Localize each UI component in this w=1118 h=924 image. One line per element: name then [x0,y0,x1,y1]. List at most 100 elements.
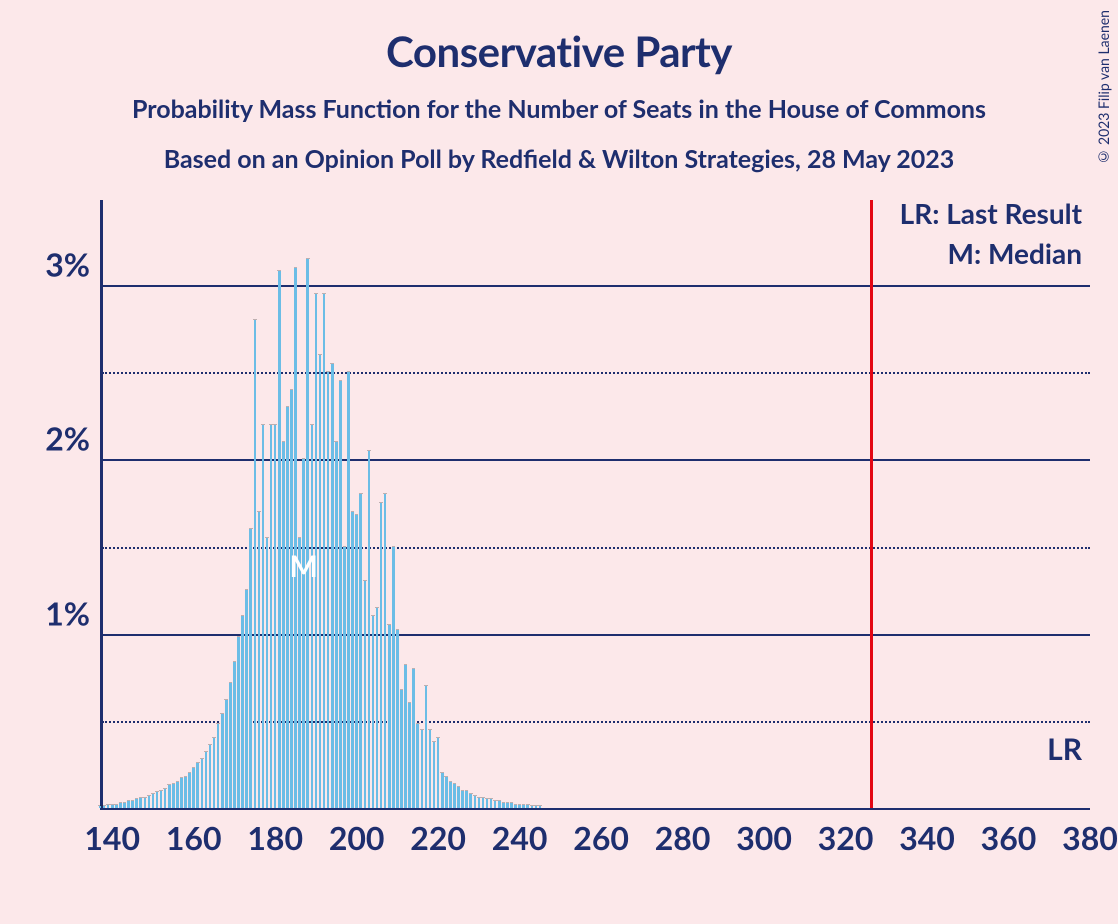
x-tick-label: 340 [899,818,955,857]
pmf-bar [384,494,387,808]
pmf-bar [535,806,538,808]
pmf-bar [306,259,309,808]
pmf-bar [510,803,513,808]
pmf-bar [506,803,509,808]
pmf-bar [196,763,199,808]
pmf-bar [274,425,277,808]
pmf-bar [302,459,305,808]
pmf-bar [144,798,147,808]
pmf-bar [514,805,517,808]
x-tick-label: 260 [573,818,629,857]
pmf-bar [339,381,342,808]
pmf-bar [254,320,257,808]
x-tick-label: 180 [247,818,303,857]
y-axis [100,200,103,810]
pmf-bar [416,724,419,808]
pmf-bar [465,791,468,808]
pmf-bar [233,662,236,808]
chart-title: Conservative Party [0,0,1118,76]
pmf-bar [364,581,367,808]
pmf-bar [249,529,252,808]
pmf-bar [323,294,326,808]
grid-minor [102,372,1090,374]
pmf-bar [372,616,375,808]
pmf-bar [164,789,167,808]
pmf-bar [111,805,114,808]
pmf-bar [457,787,460,808]
copyright-text: © 2023 Filip van Laenen [1095,10,1112,166]
median-marker: M [290,548,318,584]
pmf-bar [351,512,354,808]
pmf-bar [148,796,151,808]
x-tick-label: 160 [166,818,222,857]
y-tick-label: 2% [45,419,90,458]
pmf-bar [225,700,228,808]
last-result-marker: LR [1047,731,1082,767]
pmf-bar [490,799,493,808]
x-tick-label: 220 [410,818,466,857]
x-tick-label: 140 [84,818,140,857]
pmf-bar [201,759,204,808]
last-result-line [870,200,873,808]
pmf-bar [368,451,371,808]
pmf-bar [388,625,391,808]
x-tick-label: 380 [1062,818,1118,857]
pmf-bar [245,590,248,808]
x-tick-label: 320 [818,818,874,857]
pmf-bar [123,803,126,808]
pmf-bar [355,515,358,808]
grid-major [102,459,1090,461]
pmf-bar [461,791,464,808]
pmf-bar [441,773,444,808]
pmf-bar [188,773,191,808]
pmf-bar [453,784,456,808]
legend-median: M: Median [948,236,1082,270]
pmf-bar [396,630,399,808]
pmf-bar [319,355,322,808]
pmf-bar [107,805,110,808]
pmf-bar [412,669,415,808]
plot-area: LR: Last Result M: Median M LR 1%2%3% 14… [100,200,1090,810]
pmf-bar [266,538,269,808]
pmf-bar [176,782,179,808]
pmf-bar [99,806,102,808]
pmf-bar [400,690,403,809]
pmf-bar [327,372,330,808]
pmf-bar [180,778,183,808]
pmf-bar [192,768,195,808]
pmf-bar [433,742,436,808]
pmf-bar [347,372,350,808]
pmf-bar [518,805,521,808]
pmf-bar [531,806,534,808]
x-tick-label: 240 [492,818,548,857]
chart-subtitle-1: Probability Mass Function for the Number… [0,94,1118,124]
pmf-bar [449,782,452,808]
pmf-bar [290,390,293,808]
pmf-bar [331,364,334,808]
pmf-bar [156,792,159,808]
pmf-bar [172,784,175,808]
pmf-bar [376,608,379,808]
pmf-bar [237,637,240,808]
x-tick-label: 300 [736,818,792,857]
x-tick-label: 360 [981,818,1037,857]
pmf-bar [392,547,395,808]
x-tick-label: 200 [329,818,385,857]
pmf-bar [335,442,338,808]
y-tick-label: 1% [45,593,90,632]
pmf-bar [103,806,106,808]
pmf-bar [168,785,171,808]
pmf-bar [205,752,208,808]
pmf-bar [152,794,155,808]
pmf-bar [522,805,525,808]
pmf-bar [429,730,432,808]
pmf-bar [184,777,187,808]
pmf-bar [482,798,485,808]
pmf-bar [404,665,407,808]
pmf-bar [160,791,163,808]
pmf-bar [286,407,289,808]
pmf-bar [421,730,424,808]
pmf-bar [425,686,428,808]
pmf-bar [311,425,314,808]
pmf-bar [469,794,472,808]
